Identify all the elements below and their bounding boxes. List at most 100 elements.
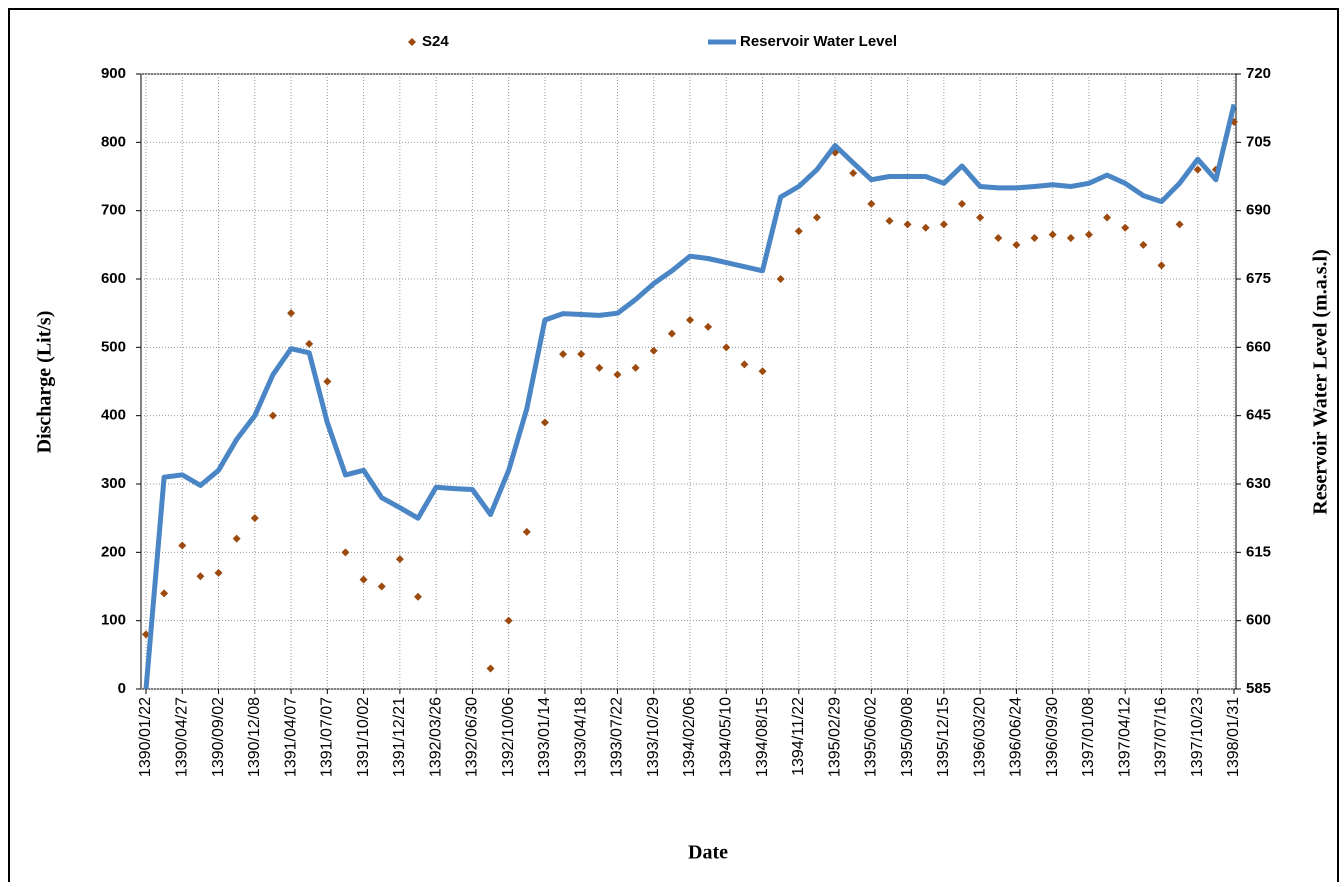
y-tick-label: 400 [101,407,126,424]
x-tick-label: 1397/10/23 [1189,697,1206,777]
data-point [958,199,966,208]
x-tick-label: 1398/01/31 [1225,697,1242,777]
x-tick-label: 1394/02/06 [681,697,698,777]
x-tick-label: 1391/12/21 [391,697,408,777]
data-point [232,534,241,543]
data-point [704,322,713,331]
x-tick-label: 1395/09/08 [899,697,916,777]
data-point [323,377,332,386]
data-point [1121,223,1130,232]
x-tick-label: 1397/01/08 [1080,697,1097,777]
y-tick-label: 900 [101,65,126,82]
data-point [631,363,640,372]
x-tick-label: 1393/01/14 [536,697,553,777]
data-point [686,316,694,324]
x-tick-label: 1396/06/24 [1008,697,1025,777]
y-tick-label: 600 [101,270,126,287]
y2-tick-label: 630 [1246,475,1271,492]
x-tick-label: 1393/07/22 [609,697,626,777]
x-axis-label: Date [688,842,728,864]
data-point [649,346,658,355]
data-point [577,350,586,359]
x-tick-label: 1394/08/15 [754,697,771,777]
data-point [1175,220,1184,229]
data-point [268,411,277,420]
data-point [1139,240,1148,249]
data-point [1157,261,1166,270]
x-tick-label: 1395/06/02 [863,697,880,777]
data-point [740,360,749,369]
data-point [341,548,350,557]
data-point [812,213,821,222]
legend-marker [408,38,416,46]
data-point [287,309,296,318]
x-tick-label: 1394/11/22 [790,697,807,776]
x-tick-label: 1391/04/07 [282,697,299,777]
series-line [143,103,1237,690]
x-tick-label: 1396/09/30 [1044,697,1061,777]
x-tick-label: 1397/07/16 [1153,697,1170,777]
data-point [1193,165,1202,174]
y-tick-label: 300 [101,475,126,492]
data-point [613,370,622,379]
data-point [504,616,513,625]
data-point [867,199,876,208]
data-point [196,572,205,581]
x-tick-label: 1393/10/29 [645,697,662,777]
x-tick-label: 1392/03/26 [427,697,444,777]
data-point [250,514,259,523]
data-point [776,275,785,283]
data-point [305,339,314,348]
data-point [667,329,676,338]
y2-tick-label: 585 [1246,680,1271,697]
data-point [377,582,386,591]
y2-tick-label: 720 [1246,65,1271,82]
plot-area [140,73,1237,690]
y2-tick-label: 705 [1246,133,1271,150]
y-tick-label: 500 [101,338,126,355]
data-point [359,575,368,584]
data-point [559,350,568,359]
y-tick-label: 700 [101,202,126,219]
legend-label: S24 [422,33,449,50]
x-tick-label: 1397/04/12 [1116,697,1133,777]
data-point [994,234,1003,242]
y2-tick-label: 675 [1246,270,1271,287]
x-tick-label: 1394/05/10 [717,697,734,777]
x-tick-label: 1390/12/08 [246,697,263,777]
data-point [1048,230,1057,239]
data-point [395,555,404,564]
y2-tick-label: 690 [1246,202,1271,219]
data-point [522,527,531,536]
y2-tick-label: 645 [1246,407,1271,424]
data-point [939,220,948,229]
y2-tick-label: 600 [1246,612,1271,629]
data-point [976,213,985,222]
frame [8,8,1339,887]
data-point [921,223,930,232]
data-point [414,592,422,601]
data-point [178,541,187,550]
y2-tick-label: 660 [1246,338,1271,355]
data-point [595,363,604,372]
legend-label: Reservoir Water Level [740,33,897,50]
x-tick-label: 1390/04/27 [173,697,190,777]
x-tick-label: 1396/03/20 [971,697,988,777]
data-point [1012,240,1021,249]
data-point [1066,234,1075,242]
data-point [1030,234,1039,242]
y-tick-label: 800 [101,133,126,150]
data-point [1084,230,1093,239]
data-point [849,169,858,178]
data-point [160,589,169,598]
x-tick-label: 1391/07/07 [319,697,336,777]
x-tick-label: 1390/09/02 [210,697,227,777]
y2-axis-label: Reservoir Water Level (m.a.s.l) [1310,249,1332,515]
data-point [486,664,495,673]
x-tick-label: 1392/06/30 [464,697,481,777]
y-tick-label: 100 [101,612,126,629]
x-tick-label: 1392/10/06 [500,697,517,777]
y-tick-label: 0 [118,680,126,697]
data-point [758,367,767,376]
